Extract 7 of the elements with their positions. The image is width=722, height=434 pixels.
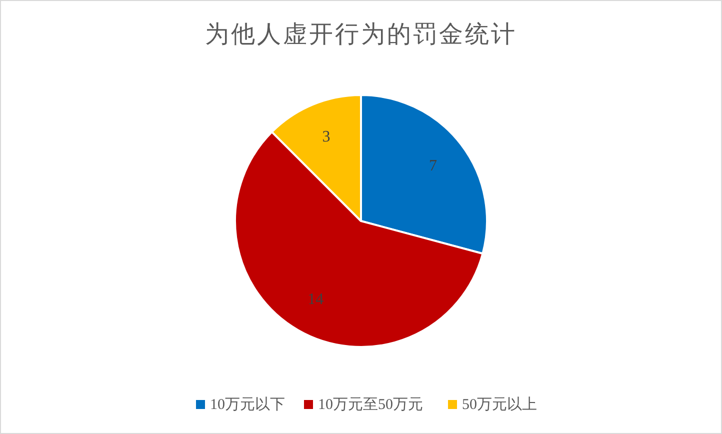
legend-label: 10万元至50万元 [318,397,423,413]
data-label: 14 [308,291,324,308]
data-label: 3 [322,128,330,146]
legend-label: 50万元以上 [462,396,537,413]
legend-label: 10万元以下 [210,396,285,413]
data-label: 7 [428,157,437,174]
chart-title: 为他人虚开行为的罚金统计 [205,21,517,48]
